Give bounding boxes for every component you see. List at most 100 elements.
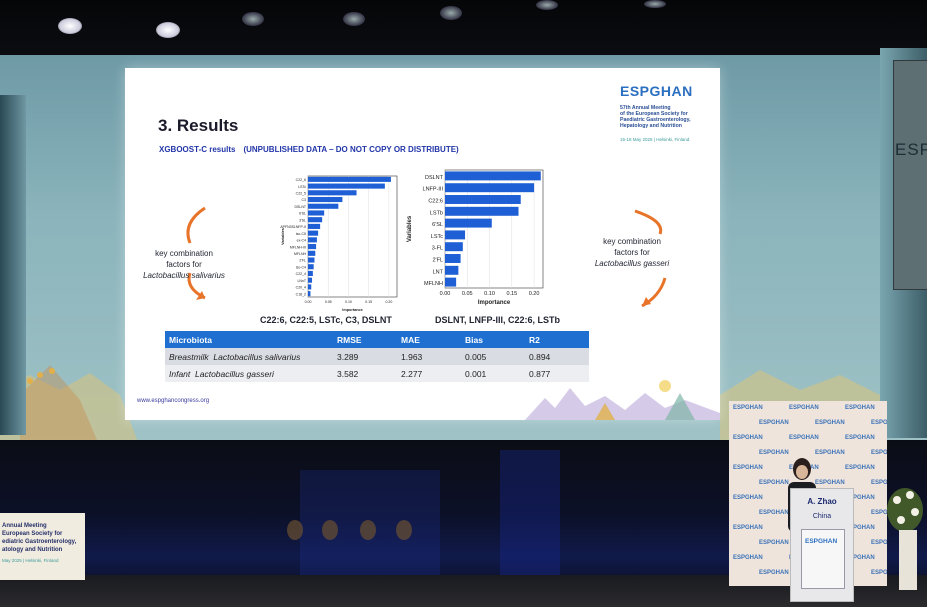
left-banner-line: Annual Meeting xyxy=(2,523,47,529)
stage-lights xyxy=(287,450,560,580)
category-label: 2'FL xyxy=(432,257,443,263)
backdrop-logo: ESPGHAN xyxy=(733,555,763,561)
table-cell: 3.582 xyxy=(333,365,397,382)
table-cell-microbiota: Breastmilk Lactobacillus salivarius xyxy=(165,348,333,365)
x-axis-label: Importance xyxy=(342,308,362,312)
slide-url: www.espghancongress.org xyxy=(137,398,210,404)
x-tick-label: 0.15 xyxy=(365,300,372,304)
category-label: MFLNH xyxy=(424,281,443,287)
category-label: C22_5 xyxy=(296,191,306,195)
category-label: ex-C4 xyxy=(297,239,306,243)
backdrop-logo: ESPGHAN xyxy=(845,405,875,411)
left-note: key combination factors for Lactobacillu… xyxy=(139,248,229,281)
category-label: ESLAPFN3SLNFP-II xyxy=(280,225,306,229)
right-note: key combination factors for Lactobacillu… xyxy=(587,236,677,269)
backdrop-logo: ESPGHAN xyxy=(871,450,887,456)
bar xyxy=(445,230,466,240)
x-tick-label: 0.20 xyxy=(386,300,393,304)
flower-arrangement xyxy=(887,488,923,590)
side-monitor xyxy=(893,60,927,290)
table-cell: 0.877 xyxy=(525,365,589,382)
bar xyxy=(308,264,314,270)
x-tick-label: 0.05 xyxy=(325,300,332,304)
bar xyxy=(445,218,492,228)
ceiling-light xyxy=(58,18,82,34)
curved-arrow-left-icon xyxy=(186,206,206,300)
backdrop-logo: ESPGHAN xyxy=(815,450,845,456)
category-label: LNT xyxy=(433,269,444,275)
x-tick-label: 0.05 xyxy=(462,291,473,297)
left-note-line3: Lactobacillus salivarius xyxy=(143,271,225,280)
bar xyxy=(445,195,521,204)
backdrop-logo: ESPGHAN xyxy=(871,480,887,486)
left-banner-line: European Society for xyxy=(2,531,63,537)
right-note-line2: factors for xyxy=(614,248,650,257)
logo-line: Paediatric Gastroenterology, xyxy=(620,117,691,123)
category-label: MFLNH xyxy=(294,252,307,256)
category-label: C22_4 xyxy=(296,272,306,276)
backdrop-logo: ESPGHAN xyxy=(789,405,819,411)
bar xyxy=(308,250,316,256)
bar xyxy=(308,223,321,229)
category-label: DSLNT xyxy=(425,175,444,181)
podium-screen: ESPGHAN xyxy=(801,529,845,589)
ceiling-light xyxy=(156,22,180,38)
backdrop-logo: ESPGHAN xyxy=(733,465,763,471)
logo-dates: 15-18 May 2025 | Helsinki, Finland xyxy=(620,137,690,142)
table-cell: 2.277 xyxy=(397,365,461,382)
backdrop-logo: ESPGHAN xyxy=(759,450,789,456)
backdrop-logo: ESPGHAN xyxy=(871,510,887,516)
table-header: RMSE xyxy=(333,331,397,348)
wall-edge-left xyxy=(0,95,26,435)
category-label: DSLNT xyxy=(295,205,307,209)
category-label: C20_4 xyxy=(296,286,306,290)
presentation-slide: 3. Results XGBOOST-C results (UNPUBLISHE… xyxy=(125,68,720,420)
category-label: 6'SL xyxy=(299,212,306,216)
x-tick-label: 0.10 xyxy=(484,291,495,297)
right-note-line1: key combination xyxy=(603,237,661,246)
left-note-line2: factors for xyxy=(166,260,202,269)
x-tick-label: 0.10 xyxy=(345,300,352,304)
category-label: C3 xyxy=(302,198,307,202)
bar xyxy=(308,210,325,216)
ceiling-light xyxy=(440,6,462,20)
backdrop-logo: ESPGHAN xyxy=(845,555,875,561)
slide-title: 3. Results xyxy=(158,116,239,135)
ceiling-light xyxy=(644,0,666,8)
bar xyxy=(308,217,323,223)
right-note-line3: Lactobacillus gasseri xyxy=(594,259,670,268)
bar xyxy=(308,244,317,250)
speaker-name: A. Zhao xyxy=(807,497,837,506)
bar xyxy=(445,277,457,287)
backdrop-logo: ESPGHAN xyxy=(733,495,763,501)
category-label: LNFP-III xyxy=(423,187,444,193)
backdrop-logo: ESPGHAN xyxy=(871,540,887,546)
backdrop-logo: ESPGHAN xyxy=(759,480,789,486)
logo-line: of the European Society for xyxy=(620,111,688,117)
bar xyxy=(308,196,343,203)
category-label: 3'SL xyxy=(299,218,306,222)
table-header: Microbiota xyxy=(165,331,333,348)
category-label: iso-C4 xyxy=(296,265,306,269)
backdrop-logo: ESPGHAN xyxy=(871,570,887,576)
category-label: LNnT xyxy=(297,279,306,283)
bar xyxy=(308,277,313,283)
slide-footer-illustration xyxy=(525,380,720,420)
importance-chart-salivarius: 0.00 0.05 0.10 0.15 0.20 C22_6 LSTc C22_5 C3 DSLN… xyxy=(280,175,398,312)
category-label: 6'SL xyxy=(432,222,443,228)
category-label: 3-FL xyxy=(432,246,443,252)
ceiling-light xyxy=(242,12,264,26)
backdrop-logo: ESPGHAN xyxy=(759,540,789,546)
x-tick-label: 0.00 xyxy=(440,291,451,297)
table-row: Infant Lactobacillus gasseri 3.582 2.277… xyxy=(165,365,589,382)
left-banner: Annual Meeting European Society for edia… xyxy=(0,513,85,580)
podium: A. Zhao China ESPGHAN xyxy=(790,488,854,602)
table-cell: 0.001 xyxy=(461,365,525,382)
table-header-row: Microbiota RMSE MAE Bias R2 xyxy=(165,331,589,348)
bar xyxy=(308,230,319,236)
category-label: LSTc xyxy=(298,185,306,189)
caption-left: C22:6, C22:5, LSTc, C3, DSLNT xyxy=(260,315,392,325)
table-header: Bias xyxy=(461,331,525,348)
curved-arrow-right-icon xyxy=(634,209,667,308)
y-axis-label: Variables xyxy=(281,228,285,245)
